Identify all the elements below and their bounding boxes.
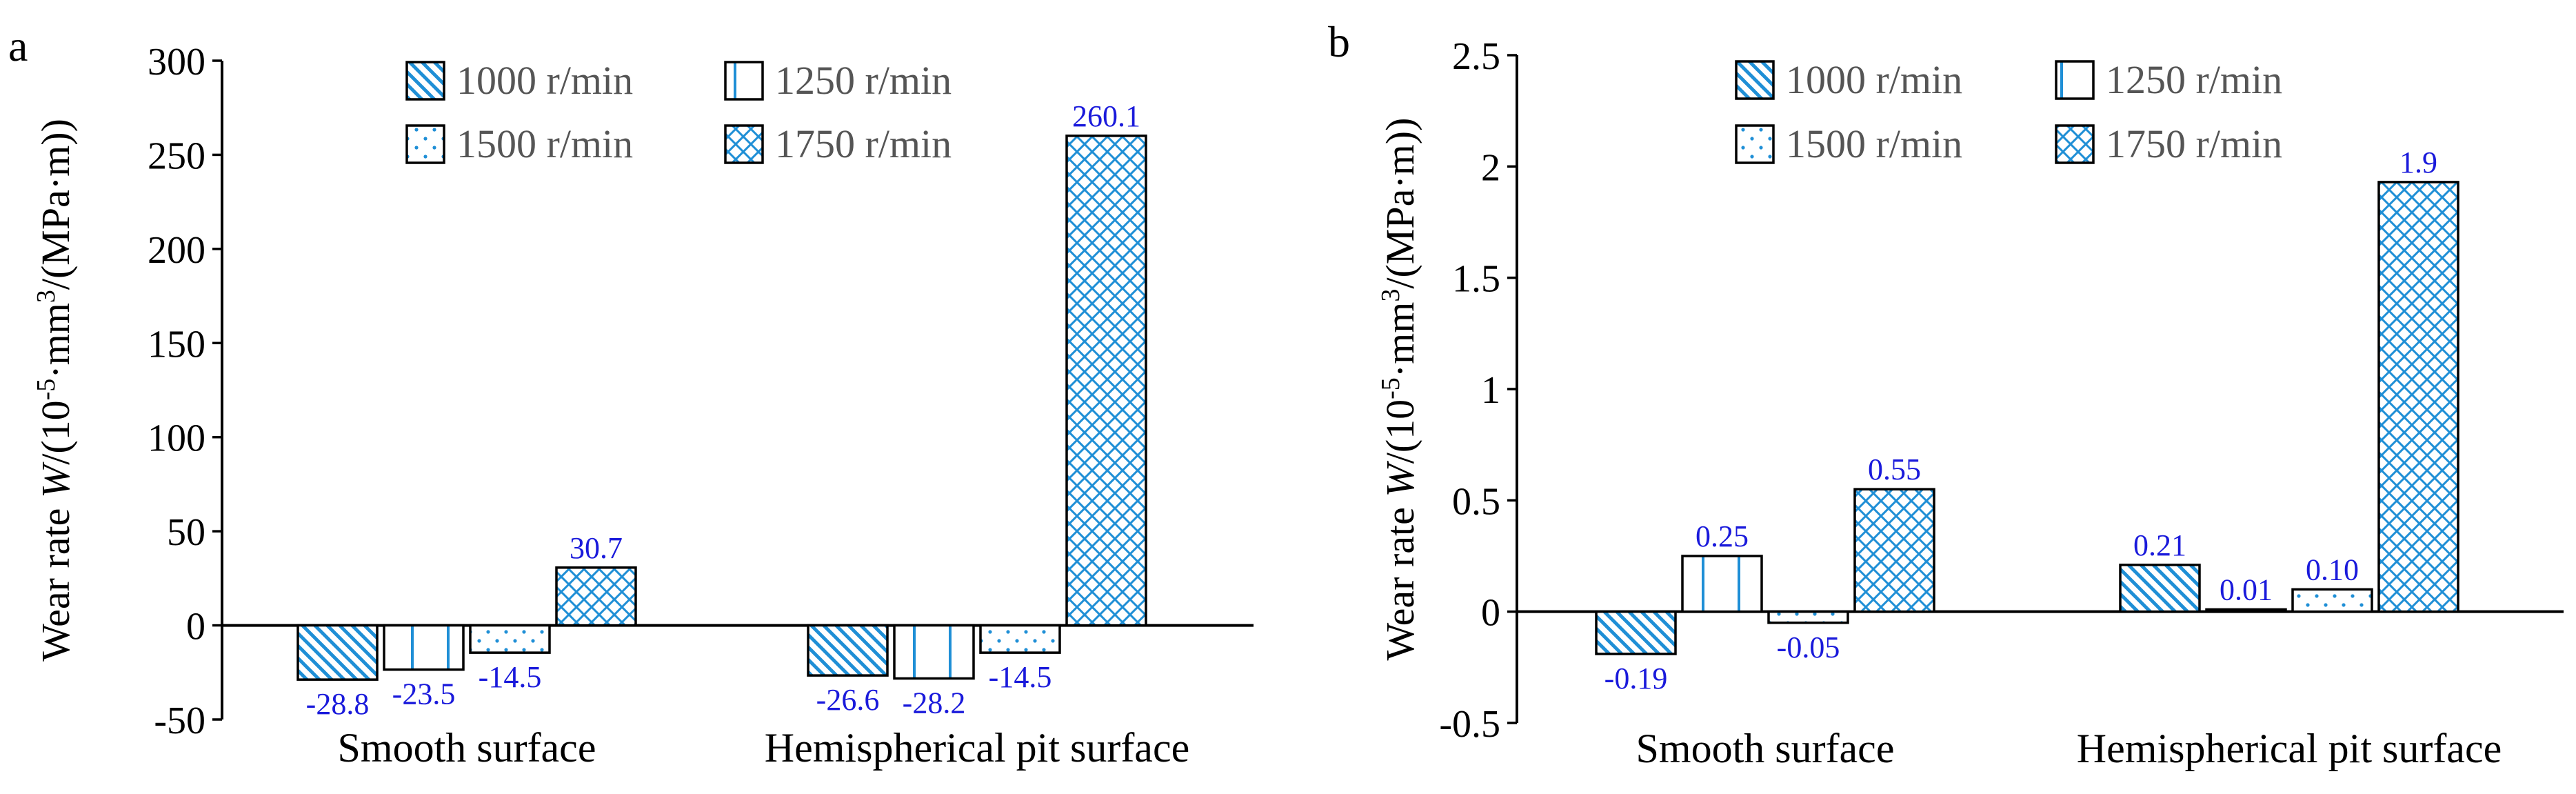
y-tick-label: 200 (148, 229, 205, 272)
data-label: -0.05 (1777, 631, 1840, 664)
bar-vertical (893, 624, 975, 680)
y-axis-label-part: /(MPa·m)) (33, 119, 78, 290)
y-tick-label: 150 (148, 323, 205, 366)
bar-vertical (1681, 555, 1763, 613)
data-label: -14.5 (989, 660, 1052, 694)
bar-crosshatch (1853, 488, 1935, 613)
y-axis-label-part: -5 (32, 379, 61, 401)
legend-swatch-dots (1735, 124, 1775, 164)
y-axis-label-part: W (1378, 461, 1422, 497)
y-tick-label: 0 (1481, 592, 1500, 635)
category-label: Smooth surface (338, 725, 596, 771)
y-tick-label: 300 (148, 41, 205, 83)
y-axis-label-part: 3 (1376, 289, 1405, 302)
data-label: -28.8 (306, 687, 370, 721)
data-label: 1.9 (2399, 146, 2437, 179)
y-axis-label-part: Wear rate (33, 498, 78, 662)
category-label: Smooth surface (1636, 726, 1895, 771)
bar-crosshatch (555, 566, 637, 627)
y-axis-label-part: W (33, 461, 78, 498)
data-label: 260.1 (1072, 99, 1140, 133)
y-tick-label: -50 (154, 699, 205, 742)
y-axis-label: Wear rate W/(10-5·mm3/(MPa·m)) (32, 119, 78, 662)
panel-label: a (8, 21, 28, 70)
data-label: -26.6 (816, 683, 880, 717)
data-label: 0.10 (2306, 553, 2359, 586)
bar-crosshatch (2377, 181, 2459, 613)
category-label: Hemispherical pit surface (2077, 726, 2502, 771)
y-axis-label: Wear rate W/(10-5·mm3/(MPa·m)) (1376, 118, 1422, 661)
bar-dots (2291, 588, 2373, 613)
legend-swatch-crosshatch (2055, 124, 2095, 164)
category-label: Hemispherical pit surface (765, 725, 1189, 771)
legend-label: 1250 r/min (2106, 57, 2282, 102)
y-axis-label-part: /(MPa·m)) (1378, 118, 1422, 289)
y-axis-label-part: Wear rate (1378, 497, 1422, 661)
data-label: -28.2 (903, 686, 966, 720)
bar-vertical (2205, 608, 2287, 613)
data-label: 0.55 (1868, 453, 1921, 486)
legend-swatch-diagonal (405, 61, 445, 101)
y-tick-label: 1.5 (1452, 258, 1500, 301)
y-tick-label: -0.5 (1439, 703, 1500, 746)
y-tick-label: 0.5 (1452, 480, 1500, 523)
legend-swatch-diagonal (1735, 60, 1775, 100)
bar-dots (469, 624, 551, 654)
legend-label: 1500 r/min (456, 121, 633, 166)
bar-vertical (383, 624, 465, 671)
legend-swatch-dots (405, 124, 445, 164)
legend-label: 1500 r/min (1786, 121, 1962, 166)
bar-dots (979, 624, 1061, 654)
chart-panel-a: a -50 0 50 100 150 200 250 300 Wear rate W/(10-5·… (8, 21, 1254, 771)
y-axis-label-part: -5 (1376, 377, 1405, 399)
data-label: 0.21 (2133, 528, 2186, 562)
bar-diagonal (296, 624, 379, 681)
bar-diagonal (1595, 610, 1677, 655)
y-tick-label: 250 (148, 135, 205, 177)
bar-crosshatch (1065, 135, 1147, 627)
data-label: -23.5 (392, 677, 456, 711)
data-label: 30.7 (570, 531, 623, 565)
data-label: -14.5 (479, 660, 542, 694)
data-label: 0.25 (1695, 519, 1749, 553)
y-tick-label: 0 (186, 606, 205, 648)
y-tick-label: 1 (1481, 369, 1500, 412)
y-tick-label: 100 (148, 417, 205, 460)
y-axis-label-part: 3 (32, 290, 61, 303)
data-label: 0.01 (2220, 573, 2273, 606)
y-axis-label-part: /(10 (33, 400, 78, 464)
chart-panel-b: b -0.5 0 0.5 1 1.5 2 2.5 Wear rate W/(10-5·mm3/(… (1328, 17, 2564, 771)
legend-swatch-crosshatch (724, 124, 764, 164)
data-label: -0.19 (1604, 662, 1668, 695)
bar-dots (1767, 610, 1849, 624)
panel-label: b (1328, 17, 1350, 66)
legend-label: 1250 r/min (775, 58, 952, 103)
legend-label: 1750 r/min (775, 121, 952, 166)
legend-swatch-vertical (724, 61, 764, 101)
bar-diagonal (2119, 564, 2201, 613)
legend-label: 1000 r/min (456, 58, 633, 103)
y-tick-label: 50 (167, 511, 205, 554)
y-axis-label-part: ·mm (1378, 302, 1422, 378)
y-axis-label-part: ·mm (33, 303, 78, 379)
y-tick-label: 2.5 (1452, 35, 1500, 78)
y-axis-label-part: /(10 (1378, 399, 1422, 464)
legend-label: 1750 r/min (2106, 121, 2282, 166)
legend-swatch-vertical (2055, 60, 2095, 100)
legend-label: 1000 r/min (1786, 57, 1962, 102)
y-tick-label: 2 (1481, 146, 1500, 189)
bar-diagonal (807, 624, 889, 677)
